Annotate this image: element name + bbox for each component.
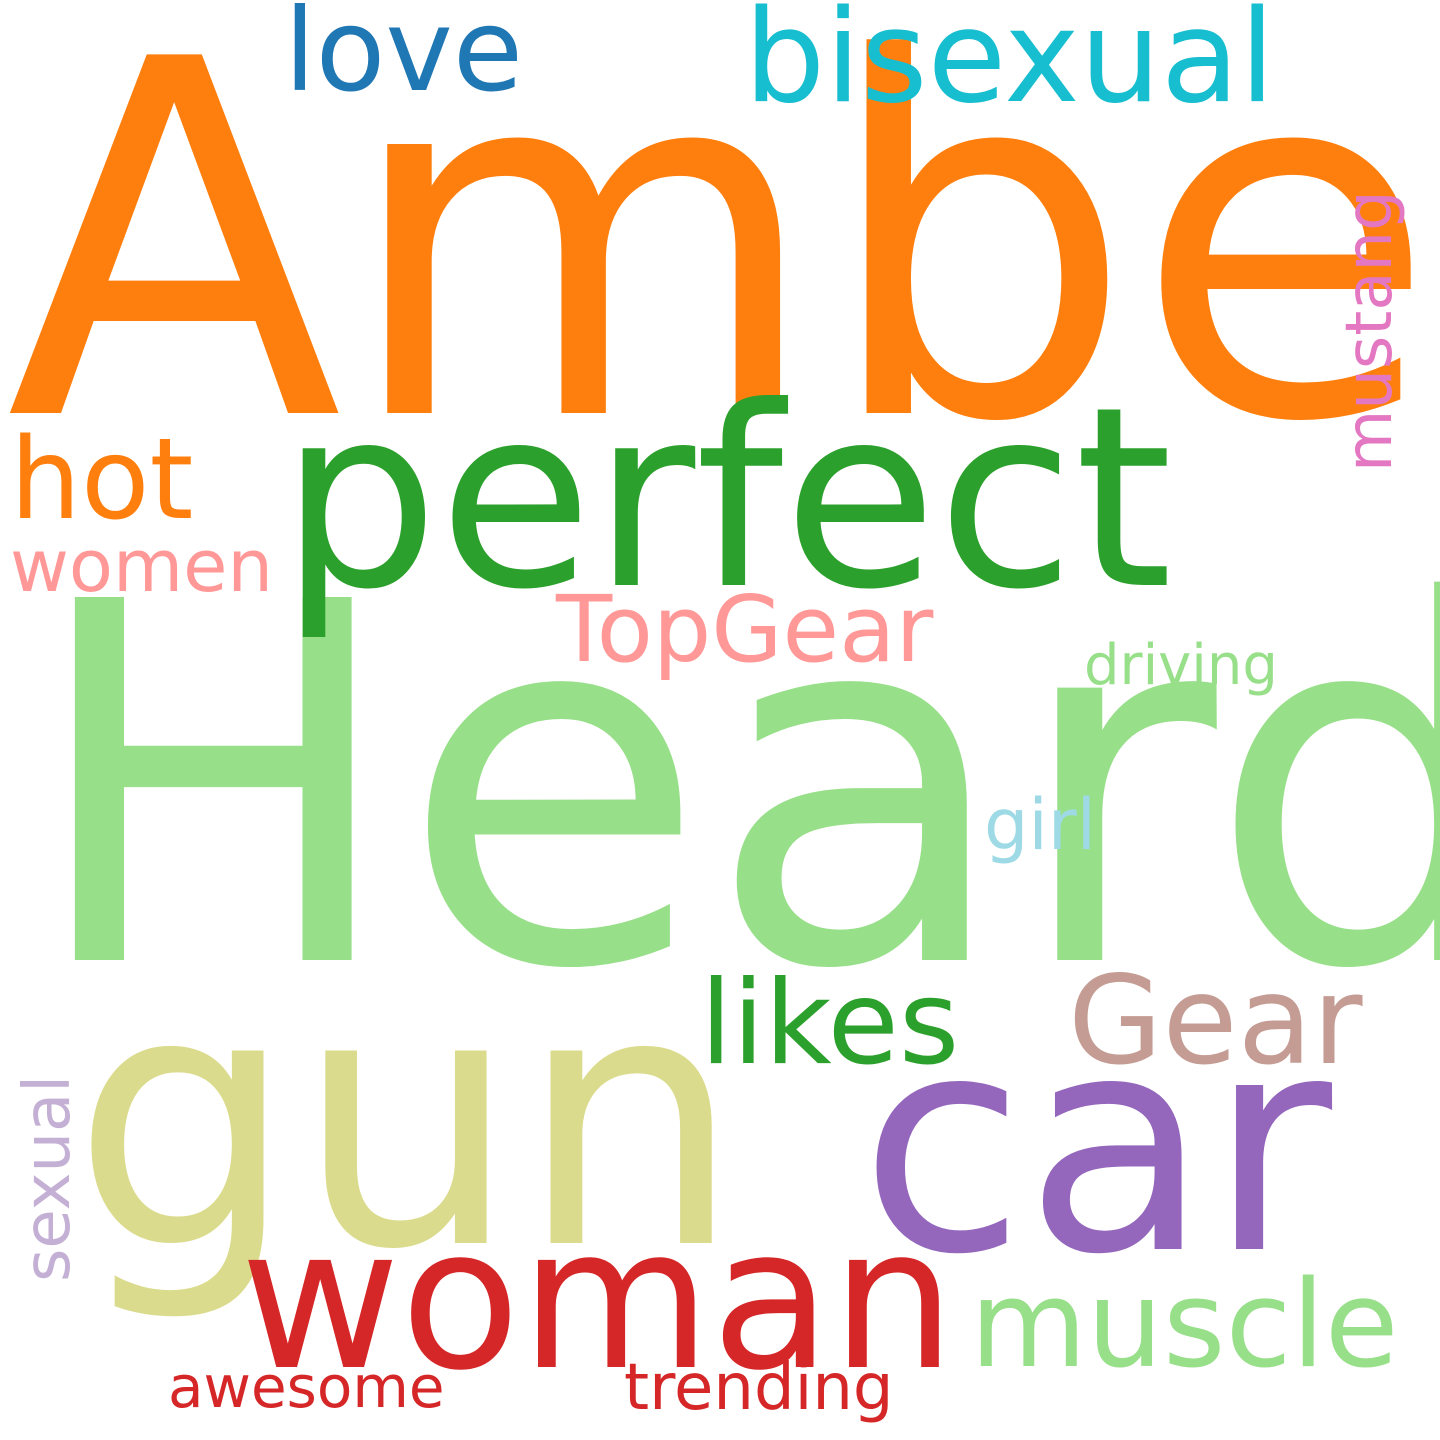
word-car: car [860, 971, 1333, 1320]
word-woman: woman [240, 1186, 956, 1414]
word-likes: likes [700, 956, 960, 1091]
word-gun: gun [72, 917, 742, 1327]
word-girl: girl [984, 784, 1097, 866]
word-heard: Heard [26, 499, 1440, 1078]
word-driving: driving [1084, 633, 1278, 698]
word-bisexual: bisexual [744, 0, 1275, 132]
word-women: women [10, 524, 274, 608]
word-trending: trending [624, 1351, 894, 1425]
word-gear: Gear [1068, 950, 1363, 1092]
word-love: love [284, 0, 524, 117]
word-awesome: awesome [168, 1353, 445, 1421]
word-hot: hot [10, 415, 194, 545]
word-topgear: TopGear [556, 576, 934, 683]
word-amber: Amber [6, 0, 1440, 530]
word-mustang: mustang [1333, 190, 1407, 472]
word-sexual: sexual [11, 1074, 85, 1282]
word-perfect: perfect [280, 353, 1173, 644]
word-muscle: muscle [970, 1256, 1399, 1395]
